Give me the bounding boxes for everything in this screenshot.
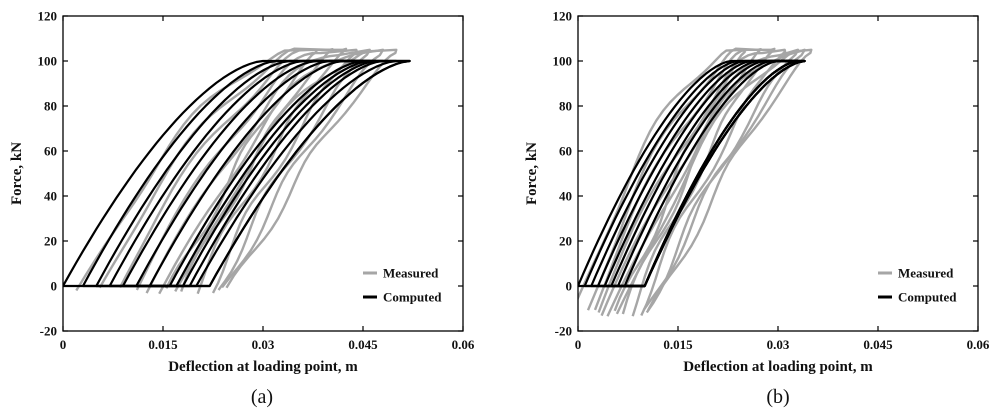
y-tick-label: 80 <box>44 99 57 114</box>
y-tick-label: 100 <box>38 54 58 69</box>
x-tick-label: 0.06 <box>452 337 475 352</box>
computed-loop-2 <box>81 59 411 288</box>
x-tick-label: 0.045 <box>348 337 378 352</box>
measured-loop-4 <box>135 48 358 294</box>
x-axis-label: Deflection at loading point, m <box>683 359 873 375</box>
y-tick-label: 20 <box>559 234 572 249</box>
legend-label-measured: Measured <box>898 266 954 281</box>
x-tick-label: 0.015 <box>663 337 693 352</box>
plot-area <box>578 47 813 317</box>
computed-loop-7 <box>148 59 365 288</box>
measured-loop-7 <box>615 48 813 315</box>
y-tick-label: 20 <box>44 234 57 249</box>
plot-area <box>63 47 411 295</box>
computed-loop-3 <box>95 59 398 288</box>
computed-loop-8 <box>623 59 806 288</box>
x-tick-label: 0 <box>60 337 67 352</box>
y-tick-label: 120 <box>38 9 58 24</box>
legend-label-computed: Computed <box>383 290 442 305</box>
y-tick-label: 40 <box>44 189 57 204</box>
x-axis-label: Deflection at loading point, m <box>168 359 358 375</box>
y-tick-label: -20 <box>555 324 572 339</box>
computed-loop-6 <box>135 59 371 288</box>
y-axis-label: Force, kN <box>9 142 25 205</box>
legend-label-measured: Measured <box>383 266 439 281</box>
x-tick-label: 0.015 <box>148 337 178 352</box>
x-tick-label: 0 <box>575 337 582 352</box>
legend-label-computed: Computed <box>898 290 957 305</box>
panel-caption: (b) <box>766 386 789 408</box>
y-tick-label: 60 <box>559 144 572 159</box>
y-axis-label: Force, kN <box>524 142 540 205</box>
y-tick-label: 40 <box>559 189 572 204</box>
y-tick-label: 100 <box>553 54 573 69</box>
measured-loop-7 <box>174 48 398 292</box>
computed-loop-4 <box>108 59 385 288</box>
x-tick-label: 0.06 <box>967 337 990 352</box>
computed-loop-5 <box>121 59 378 288</box>
x-tick-label: 0.045 <box>863 337 893 352</box>
y-tick-label: 60 <box>44 144 57 159</box>
x-tick-label: 0.03 <box>252 337 275 352</box>
y-tick-label: 120 <box>553 9 573 24</box>
y-tick-label: 80 <box>559 99 572 114</box>
y-tick-label: 0 <box>566 279 573 294</box>
y-tick-label: 0 <box>51 279 58 294</box>
y-tick-label: -20 <box>40 324 57 339</box>
x-tick-label: 0.03 <box>767 337 790 352</box>
panel-caption: (a) <box>251 386 273 408</box>
measured-loop-5 <box>600 48 800 317</box>
measured-loop-4 <box>597 48 787 317</box>
